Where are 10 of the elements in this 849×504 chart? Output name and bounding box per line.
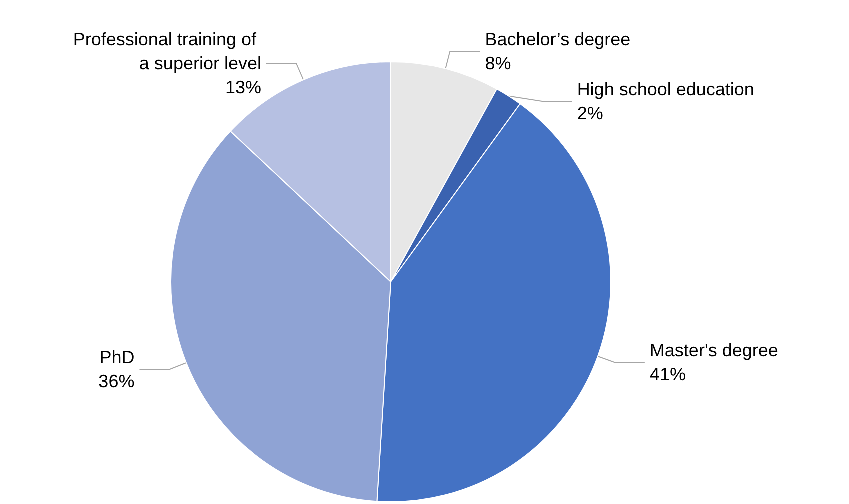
data-label: 13% xyxy=(225,78,262,98)
data-label: 36% xyxy=(98,372,135,392)
slice-label: Bachelor’s degree xyxy=(485,29,631,50)
data-label: 2% xyxy=(577,103,604,124)
slice-label: Professional training of a superior level xyxy=(73,30,262,74)
slice-label: PhD xyxy=(100,348,135,368)
data-label: 8% xyxy=(485,53,512,74)
slice-label: High school education xyxy=(577,79,754,100)
data-label: 41% xyxy=(650,364,686,385)
slice-label: Master's degree xyxy=(650,340,778,361)
